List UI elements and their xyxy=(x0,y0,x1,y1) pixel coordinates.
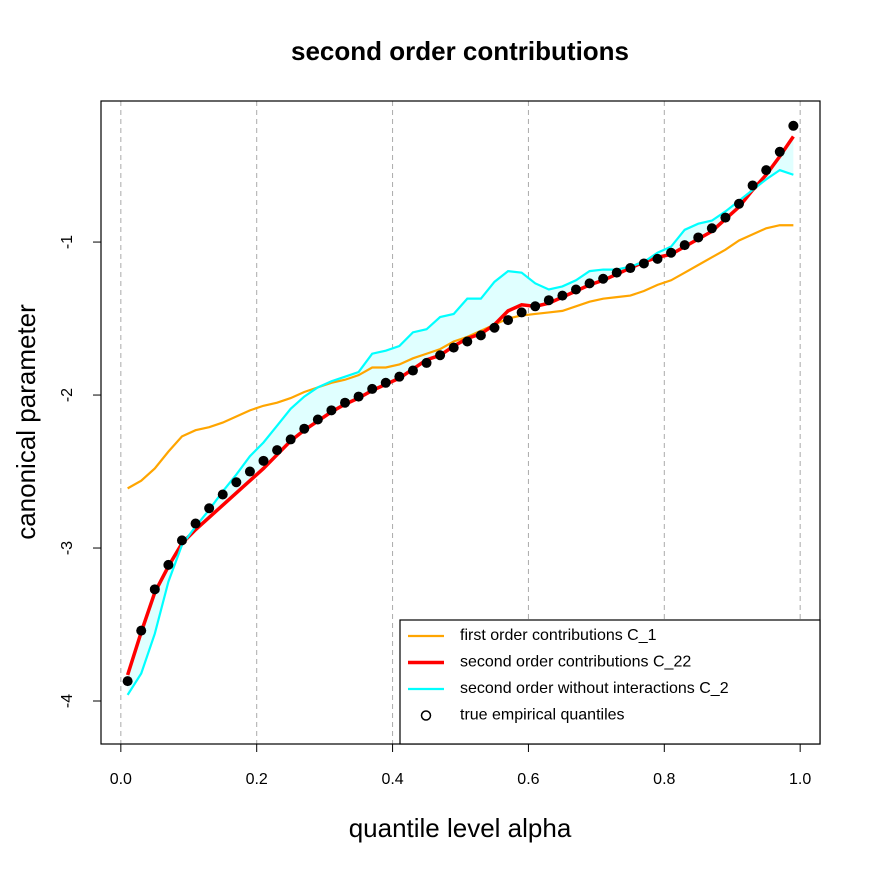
data-point xyxy=(652,253,663,264)
data-point xyxy=(666,247,677,258)
data-point xyxy=(462,336,473,347)
y-tick-label: -1 xyxy=(59,235,76,249)
data-point xyxy=(244,466,255,477)
legend-label: true empirical quantiles xyxy=(460,707,625,724)
x-tick-label: 0.4 xyxy=(381,771,403,788)
data-point xyxy=(367,383,378,394)
data-point xyxy=(122,676,133,687)
legend-label: second order without interactions C_2 xyxy=(460,680,729,697)
data-point xyxy=(204,503,215,514)
data-point xyxy=(516,307,527,318)
series-line xyxy=(125,135,795,676)
chart-title: second order contributions xyxy=(291,36,629,66)
x-tick-label: 0.8 xyxy=(653,771,675,788)
series-line xyxy=(127,224,794,490)
legend-label: first order contributions C_1 xyxy=(460,627,657,644)
data-point xyxy=(693,232,704,243)
data-point xyxy=(679,240,690,251)
data-point xyxy=(217,489,228,500)
data-point xyxy=(557,290,568,301)
legend-label: second order contributions C_22 xyxy=(460,654,691,671)
x-tick-label: 0.0 xyxy=(110,771,132,788)
data-point xyxy=(312,414,323,425)
data-point xyxy=(285,434,296,445)
data-point xyxy=(231,477,242,488)
x-axis-label: quantile level alpha xyxy=(349,813,572,843)
series-line xyxy=(126,168,794,696)
y-tick-label: -3 xyxy=(59,541,76,555)
data-point xyxy=(421,357,432,368)
data-point xyxy=(503,315,514,326)
data-point xyxy=(176,535,187,546)
data-point xyxy=(570,284,581,295)
data-point xyxy=(638,258,649,269)
data-point xyxy=(353,391,364,402)
data-point xyxy=(407,365,418,376)
data-point xyxy=(747,180,758,191)
data-point xyxy=(774,146,785,157)
data-point xyxy=(448,342,459,353)
y-axis-label: canonical parameter xyxy=(11,304,41,540)
data-point xyxy=(136,625,147,636)
data-point xyxy=(340,397,351,408)
data-point xyxy=(435,350,446,361)
data-point xyxy=(761,165,772,176)
legend-box xyxy=(399,619,821,745)
data-point xyxy=(190,518,201,529)
data-point xyxy=(734,198,745,209)
data-point xyxy=(625,263,636,274)
data-point xyxy=(543,295,554,306)
data-point xyxy=(149,584,160,595)
data-point xyxy=(163,559,174,570)
y-tick-label: -4 xyxy=(59,694,76,708)
data-point xyxy=(394,371,405,382)
data-point xyxy=(475,330,486,341)
data-point xyxy=(489,322,500,333)
x-tick-label: 0.6 xyxy=(517,771,539,788)
data-point xyxy=(788,120,799,131)
data-point xyxy=(326,405,337,416)
data-point xyxy=(706,223,717,234)
x-tick-label: 0.2 xyxy=(246,771,268,788)
data-point xyxy=(299,423,310,434)
y-tick-label: -2 xyxy=(59,388,76,402)
data-point xyxy=(611,267,622,278)
data-point xyxy=(258,455,269,466)
shaded-band xyxy=(127,136,794,695)
data-point xyxy=(720,212,731,223)
data-point xyxy=(530,301,541,312)
data-point xyxy=(584,278,595,289)
legend-marker xyxy=(420,710,432,721)
data-point xyxy=(598,273,609,284)
x-tick-label: 1.0 xyxy=(789,771,811,788)
data-point xyxy=(380,377,391,388)
data-point xyxy=(272,445,283,456)
